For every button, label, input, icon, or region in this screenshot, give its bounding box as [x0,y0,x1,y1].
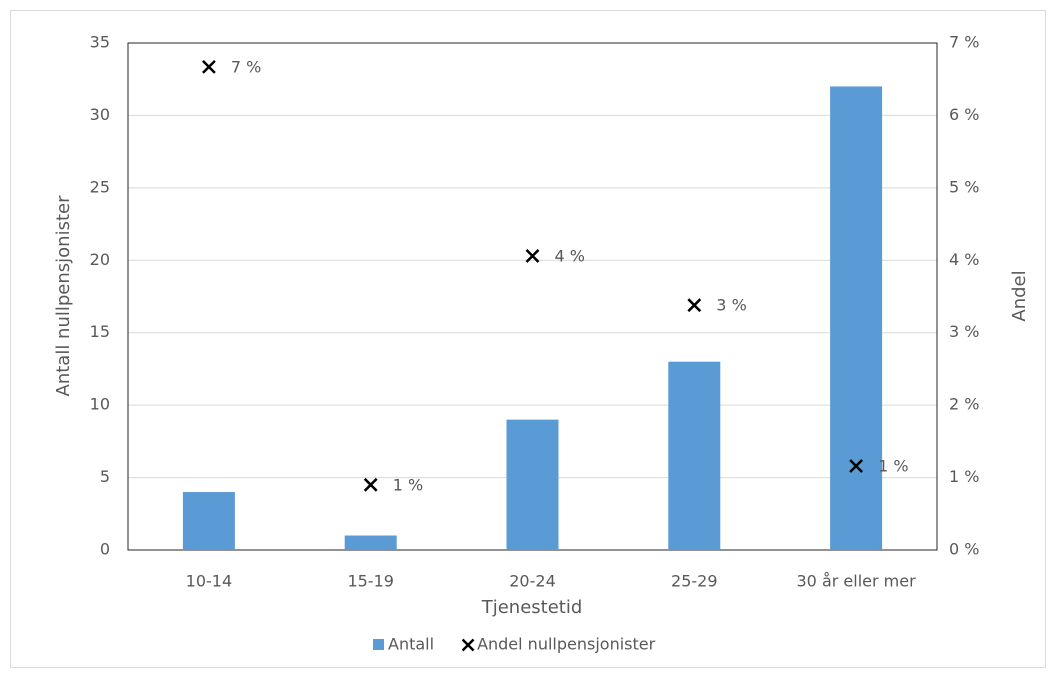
y2-tick-label: 7 % [949,33,979,52]
y-tick-label: 20 [90,250,110,269]
legend-label: Antall [388,635,434,654]
y-tick-label: 15 [90,322,110,341]
data-label: 7 % [231,57,261,76]
bar [668,361,721,550]
y2-tick-label: 4 % [949,250,979,269]
chart-frame [10,10,1046,668]
data-label: 1 % [878,456,908,475]
marker [687,298,702,313]
y-axis-title: Antall nullpensjonister [53,195,74,397]
data-label: 1 % [393,475,423,494]
data-label: 4 % [555,246,585,265]
y2-tick-label: 6 % [949,105,979,124]
y-tick-label: 35 [90,33,110,52]
y2-axis-title: Andel [1009,270,1030,321]
y-tick-label: 5 [100,467,110,486]
y2-tick-label: 0 % [949,540,979,559]
bar [506,419,559,550]
marker [363,477,378,492]
data-label: 3 % [716,296,746,315]
x-tick-label: 30 år eller mer [797,572,917,591]
legend-marker [461,638,475,652]
x-tick-label: 10-14 [186,572,233,591]
bar [830,86,883,550]
x-tick-label: 25-29 [671,572,718,591]
y-tick-label: 0 [100,540,110,559]
y2-tick-label: 2 % [949,395,979,414]
y-tick-label: 10 [90,395,110,414]
bar [182,492,235,550]
y-tick-label: 30 [90,105,110,124]
y2-tick-label: 1 % [949,467,979,486]
marker [525,249,540,263]
y2-tick-label: 5 % [949,177,979,196]
legend-label: Andel nullpensjonister [477,635,656,654]
bar [344,535,397,550]
y2-tick-label: 3 % [949,322,979,341]
x-tick-label: 20-24 [509,572,556,591]
y-tick-label: 25 [90,177,110,196]
x-tick-label: 15-19 [347,572,394,591]
legend-swatch [373,639,384,650]
x-axis-title: Tjenestetid [481,597,583,618]
marker [849,459,863,473]
marker [202,60,216,74]
